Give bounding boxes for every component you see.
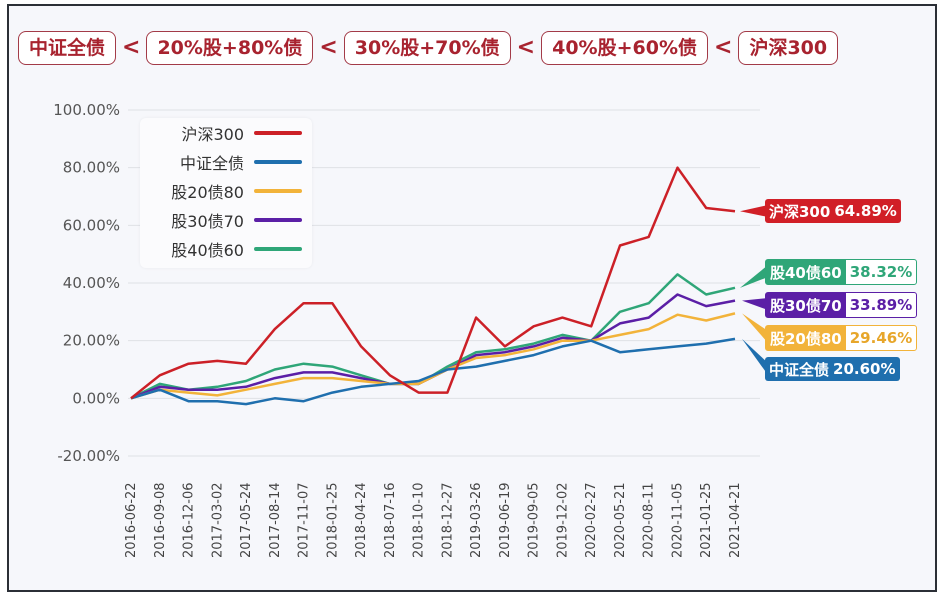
legend-item-csi300: 沪深300 <box>140 120 312 146</box>
tag-20-80[interactable]: 20%股+80%债 <box>146 31 314 65</box>
legend-swatch <box>254 247 302 251</box>
x-tick-label: 2021-04-21 <box>728 482 743 558</box>
y-tick-label: 40.00% <box>63 274 120 292</box>
y-tick-label: 80.00% <box>63 159 120 177</box>
x-tick-label: 2016-06-22 <box>124 482 139 558</box>
chevron-left-icon: < <box>122 35 141 60</box>
end-label-40-60: 股40债60 38.32% <box>765 259 918 285</box>
label-pointer <box>742 338 768 375</box>
x-tick-label: 2019-09-05 <box>527 482 542 558</box>
y-tick-label: 60.00% <box>63 216 120 234</box>
legend-item-bond: 中证全债 <box>140 149 312 175</box>
x-tick-label: 2018-07-16 <box>383 482 398 558</box>
tag-bond-index[interactable]: 中证全债 <box>18 31 117 65</box>
x-tick-label: 2016-12-06 <box>182 482 197 558</box>
x-tick-label: 2018-10-10 <box>412 482 427 558</box>
x-tick-label: 2017-05-24 <box>239 482 254 558</box>
strategy-nav: 中证全债 < 20%股+80%债 < 30%股+70%债 < 40%股+60%债… <box>18 30 839 66</box>
chevron-left-icon: < <box>714 35 733 60</box>
series-line <box>130 293 736 400</box>
x-tick-label: 2016-09-08 <box>153 482 168 558</box>
label-pointer <box>742 313 768 343</box>
x-tick-label: 2019-12-02 <box>555 482 570 558</box>
legend-swatch <box>254 218 302 222</box>
series-line <box>130 337 736 406</box>
end-label-csi300: 沪深300 64.89% <box>765 199 901 223</box>
y-tick-label: 100.00% <box>53 101 120 119</box>
series-line <box>130 166 736 400</box>
x-tick-label: 2020-02-27 <box>584 482 599 558</box>
y-tick-label: -20.00% <box>57 447 120 465</box>
x-tick-label: 2018-01-25 <box>325 482 340 558</box>
end-label-30-70: 股30债70 33.89% <box>765 292 918 318</box>
x-tick-label: 2017-11-07 <box>297 482 312 558</box>
x-tick-label: 2017-08-14 <box>268 482 283 558</box>
tag-40-60[interactable]: 40%股+60%债 <box>541 31 708 65</box>
label-pointer <box>740 205 768 217</box>
legend-item-30-70: 股30债70 <box>140 207 312 233</box>
label-pointer <box>740 265 768 288</box>
end-label-bond: 中证全债 20.60% <box>765 357 900 381</box>
x-tick-label: 2017-03-02 <box>210 482 225 558</box>
x-tick-label: 2021-01-25 <box>699 482 714 558</box>
x-tick-label: 2019-03-26 <box>469 482 484 558</box>
tag-30-70[interactable]: 30%股+70%债 <box>343 31 511 65</box>
end-label-20-80: 股20债80 29.46% <box>765 325 918 351</box>
chevron-left-icon: < <box>319 35 338 60</box>
series-line <box>130 312 736 400</box>
x-tick-label: 2020-08-11 <box>642 482 657 558</box>
label-pointer <box>742 298 768 310</box>
tag-csi300[interactable]: 沪深300 <box>738 31 839 65</box>
chevron-left-icon: < <box>516 35 536 60</box>
x-tick-label: 2019-06-19 <box>498 482 513 558</box>
y-tick-label: 0.00% <box>72 389 120 407</box>
legend-item-40-60: 股40债60 <box>140 236 312 262</box>
x-tick-label: 2018-04-24 <box>354 482 369 558</box>
x-tick-label: 2018-12-27 <box>440 482 455 558</box>
x-tick-label: 2020-11-05 <box>670 482 685 558</box>
y-tick-label: 20.00% <box>63 332 120 350</box>
chart-legend: 沪深300 中证全债 股20债80 股30债70 股40债60 <box>140 118 312 268</box>
legend-swatch <box>254 131 302 135</box>
legend-swatch <box>254 189 302 193</box>
legend-item-20-80: 股20债80 <box>140 178 312 204</box>
legend-swatch <box>254 160 302 164</box>
series-line <box>130 273 736 400</box>
x-tick-label: 2020-05-21 <box>613 482 628 558</box>
